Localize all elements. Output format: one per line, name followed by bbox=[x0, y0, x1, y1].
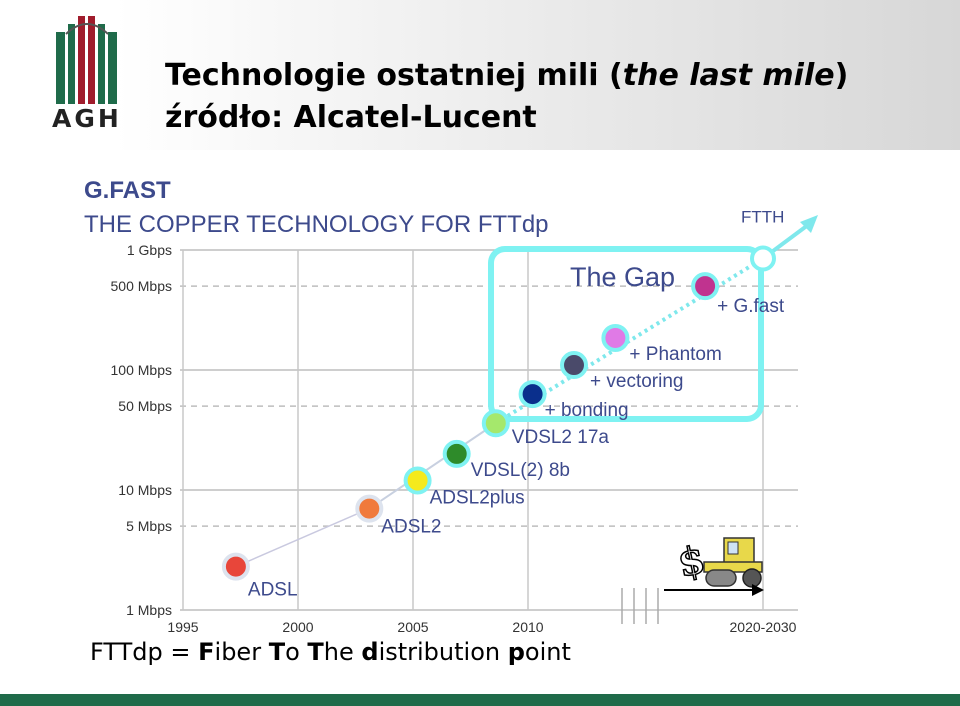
y-tick-label: 1 Mbps bbox=[126, 602, 172, 618]
data-point bbox=[221, 552, 250, 581]
x-tick-label: 2005 bbox=[397, 619, 428, 635]
data-point-label: + Phantom bbox=[629, 344, 721, 365]
trend-line-mid bbox=[368, 422, 497, 510]
road-roller-icon bbox=[703, 537, 763, 588]
data-point-label: ADSL2plus bbox=[430, 487, 525, 508]
fttdp-definition: FTTdp = Fiber To The distribution point bbox=[90, 638, 571, 666]
y-tick-label: 10 Mbps bbox=[118, 482, 172, 498]
data-point bbox=[601, 323, 630, 352]
chart-subtitle: THE COPPER TECHNOLOGY FOR FTTdp bbox=[84, 211, 549, 238]
trend-line-early bbox=[235, 507, 370, 568]
x-tick-label: 1995 bbox=[167, 619, 198, 635]
data-point bbox=[481, 409, 510, 438]
gap-box bbox=[488, 246, 764, 422]
data-point-label: ADSL bbox=[248, 580, 298, 601]
dollar-icon: $ bbox=[674, 536, 709, 586]
y-tick-label: 50 Mbps bbox=[118, 398, 172, 414]
deco-layer: $ bbox=[664, 535, 764, 596]
y-tick-label: 500 Mbps bbox=[111, 278, 172, 294]
data-point-label: + vectoring bbox=[590, 371, 683, 392]
x-tick-label: 2020-2030 bbox=[730, 619, 797, 635]
chart-title: G.FAST bbox=[84, 177, 171, 204]
progress-arrowhead bbox=[752, 584, 764, 596]
agh-logo bbox=[56, 16, 117, 104]
data-point bbox=[518, 380, 547, 409]
ftth-arrowhead bbox=[800, 215, 818, 233]
data-point bbox=[750, 245, 776, 272]
data-point bbox=[355, 494, 384, 523]
y-tick-label: 5 Mbps bbox=[126, 518, 172, 534]
data-point bbox=[691, 272, 720, 301]
label-layer: ADSL ADSL2 ADSL2plus VDSL(2) 8b VDSL2 17a + b… bbox=[248, 207, 785, 600]
x-tick-label: 2010 bbox=[512, 619, 543, 635]
gap-layer: The Gap bbox=[488, 246, 764, 422]
footer-bar bbox=[0, 694, 960, 706]
point-layer bbox=[221, 245, 776, 581]
gap-label: The Gap bbox=[570, 262, 675, 292]
data-point-label: VDSL(2) 8b bbox=[471, 460, 570, 481]
data-point-label: VDSL2 17a bbox=[512, 427, 610, 448]
data-point bbox=[442, 439, 471, 468]
agh-logo-text: AGH bbox=[52, 104, 122, 133]
slide-header: AGH Technologie ostatniej mili (the last… bbox=[0, 0, 960, 150]
gfast-chart: G.FAST THE COPPER TECHNOLOGY FOR FTTdp 1… bbox=[84, 177, 818, 635]
y-tick-label: 1 Gbps bbox=[127, 242, 172, 258]
y-tick-label: 100 Mbps bbox=[111, 362, 172, 378]
data-point-label: + bonding bbox=[545, 400, 629, 421]
slide-subtitle: źródło: Alcatel-Lucent bbox=[165, 100, 537, 135]
slide-title: Technologie ostatniej mili (the last mil… bbox=[165, 58, 849, 93]
data-point-label: + G.fast bbox=[717, 296, 785, 317]
x-tick-label: 2000 bbox=[282, 619, 313, 635]
data-point-label: ADSL2 bbox=[381, 517, 441, 538]
data-point-label: FTTH bbox=[741, 207, 784, 226]
data-point bbox=[403, 466, 432, 495]
data-point bbox=[560, 351, 588, 380]
